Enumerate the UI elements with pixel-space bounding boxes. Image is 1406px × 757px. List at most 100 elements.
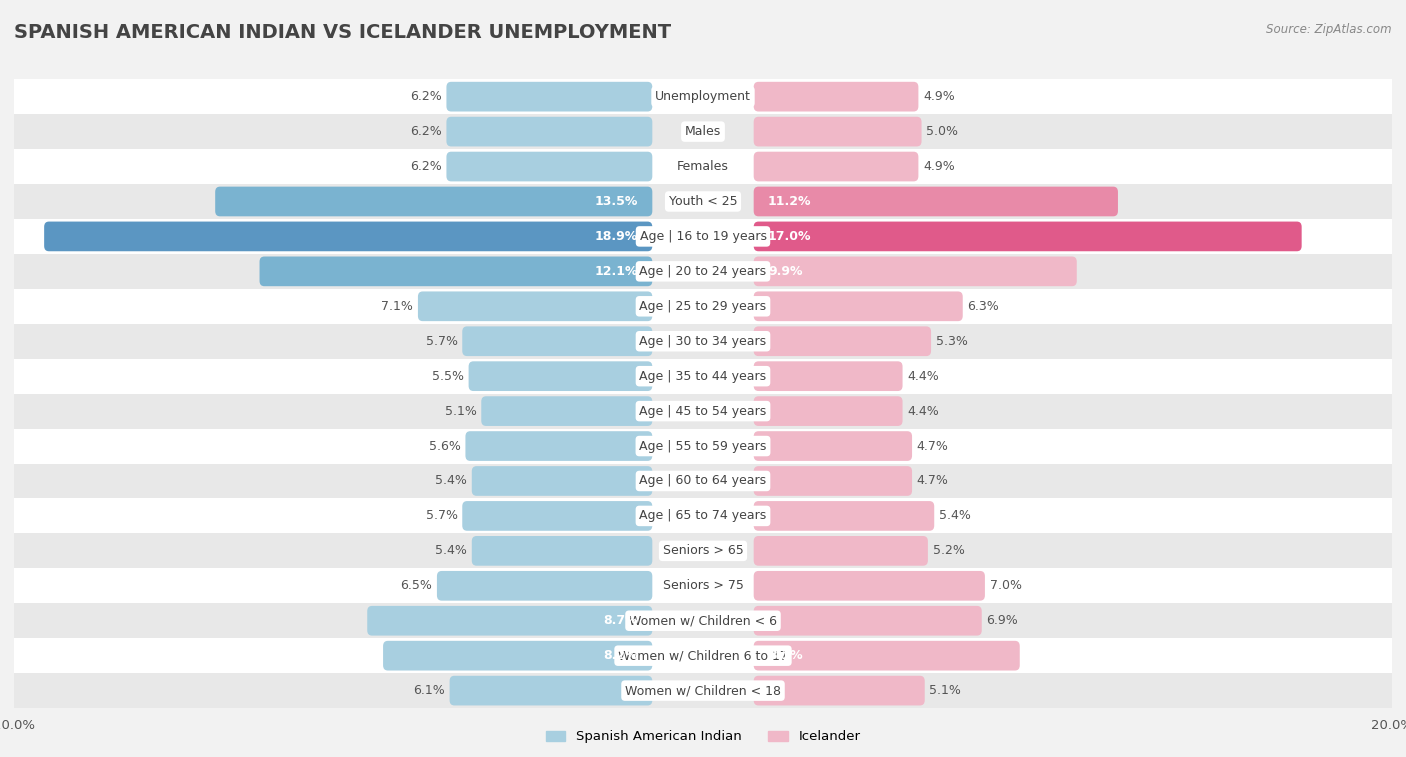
Text: Youth < 25: Youth < 25: [669, 195, 737, 208]
Text: 4.7%: 4.7%: [917, 440, 949, 453]
Text: Age | 60 to 64 years: Age | 60 to 64 years: [640, 475, 766, 488]
Text: 5.5%: 5.5%: [432, 369, 464, 383]
Text: Unemployment: Unemployment: [655, 90, 751, 103]
Bar: [14, 498, 1392, 534]
FancyBboxPatch shape: [418, 291, 652, 321]
FancyBboxPatch shape: [447, 151, 652, 182]
FancyBboxPatch shape: [437, 571, 652, 600]
FancyBboxPatch shape: [754, 536, 928, 565]
FancyBboxPatch shape: [754, 291, 963, 321]
FancyBboxPatch shape: [754, 676, 925, 706]
Text: 18.9%: 18.9%: [595, 230, 638, 243]
Text: 6.2%: 6.2%: [411, 90, 441, 103]
Text: 8.7%: 8.7%: [603, 614, 638, 628]
Text: Women w/ Children < 18: Women w/ Children < 18: [626, 684, 780, 697]
FancyBboxPatch shape: [754, 187, 1118, 217]
Bar: [14, 114, 1392, 149]
Text: 8.2%: 8.2%: [603, 650, 638, 662]
Text: Age | 16 to 19 years: Age | 16 to 19 years: [640, 230, 766, 243]
FancyBboxPatch shape: [754, 641, 1019, 671]
Bar: [14, 394, 1392, 428]
Text: 5.6%: 5.6%: [429, 440, 461, 453]
Text: 4.4%: 4.4%: [907, 369, 939, 383]
Bar: [14, 534, 1392, 569]
Text: 6.5%: 6.5%: [401, 579, 432, 592]
Bar: [14, 359, 1392, 394]
Text: 5.0%: 5.0%: [927, 125, 959, 138]
Text: 6.1%: 6.1%: [413, 684, 444, 697]
Text: Age | 25 to 29 years: Age | 25 to 29 years: [640, 300, 766, 313]
Bar: [14, 638, 1392, 673]
Text: 6.2%: 6.2%: [411, 125, 441, 138]
Legend: Spanish American Indian, Icelander: Spanish American Indian, Icelander: [546, 731, 860, 743]
FancyBboxPatch shape: [382, 641, 652, 671]
Text: 9.9%: 9.9%: [768, 265, 803, 278]
FancyBboxPatch shape: [468, 361, 652, 391]
Text: Women w/ Children < 6: Women w/ Children < 6: [628, 614, 778, 628]
Text: 7.1%: 7.1%: [381, 300, 413, 313]
FancyBboxPatch shape: [754, 257, 1077, 286]
Text: 5.4%: 5.4%: [939, 509, 972, 522]
Text: Age | 55 to 59 years: Age | 55 to 59 years: [640, 440, 766, 453]
FancyBboxPatch shape: [754, 431, 912, 461]
Text: 8.1%: 8.1%: [768, 650, 803, 662]
Text: 4.9%: 4.9%: [924, 160, 955, 173]
Text: Women w/ Children 6 to 17: Women w/ Children 6 to 17: [619, 650, 787, 662]
Text: 6.3%: 6.3%: [967, 300, 1000, 313]
FancyBboxPatch shape: [447, 117, 652, 146]
FancyBboxPatch shape: [463, 501, 652, 531]
Text: SPANISH AMERICAN INDIAN VS ICELANDER UNEMPLOYMENT: SPANISH AMERICAN INDIAN VS ICELANDER UNE…: [14, 23, 671, 42]
Text: Source: ZipAtlas.com: Source: ZipAtlas.com: [1267, 23, 1392, 36]
Text: Age | 35 to 44 years: Age | 35 to 44 years: [640, 369, 766, 383]
Text: 5.1%: 5.1%: [929, 684, 962, 697]
Text: 13.5%: 13.5%: [595, 195, 638, 208]
FancyBboxPatch shape: [472, 466, 652, 496]
FancyBboxPatch shape: [754, 222, 1302, 251]
FancyBboxPatch shape: [465, 431, 652, 461]
Text: Age | 30 to 34 years: Age | 30 to 34 years: [640, 335, 766, 347]
FancyBboxPatch shape: [754, 571, 986, 600]
FancyBboxPatch shape: [754, 501, 934, 531]
FancyBboxPatch shape: [754, 82, 918, 111]
FancyBboxPatch shape: [367, 606, 652, 636]
Bar: [14, 254, 1392, 289]
FancyBboxPatch shape: [215, 187, 652, 217]
Text: 4.7%: 4.7%: [917, 475, 949, 488]
FancyBboxPatch shape: [754, 117, 921, 146]
Text: 11.2%: 11.2%: [768, 195, 811, 208]
Bar: [14, 428, 1392, 463]
Text: 5.4%: 5.4%: [434, 544, 467, 557]
Text: 6.2%: 6.2%: [411, 160, 441, 173]
Text: Age | 65 to 74 years: Age | 65 to 74 years: [640, 509, 766, 522]
Bar: [14, 219, 1392, 254]
Text: 4.4%: 4.4%: [907, 404, 939, 418]
Text: 4.9%: 4.9%: [924, 90, 955, 103]
Text: 7.0%: 7.0%: [990, 579, 1022, 592]
Text: Females: Females: [678, 160, 728, 173]
Text: 12.1%: 12.1%: [595, 265, 638, 278]
Text: 5.1%: 5.1%: [444, 404, 477, 418]
FancyBboxPatch shape: [754, 396, 903, 426]
Bar: [14, 324, 1392, 359]
FancyBboxPatch shape: [754, 606, 981, 636]
Bar: [14, 79, 1392, 114]
Text: 5.4%: 5.4%: [434, 475, 467, 488]
Bar: [14, 673, 1392, 708]
Text: 5.7%: 5.7%: [426, 335, 457, 347]
Text: Age | 45 to 54 years: Age | 45 to 54 years: [640, 404, 766, 418]
Bar: [14, 569, 1392, 603]
Text: Males: Males: [685, 125, 721, 138]
Text: Age | 20 to 24 years: Age | 20 to 24 years: [640, 265, 766, 278]
Bar: [14, 289, 1392, 324]
FancyBboxPatch shape: [447, 82, 652, 111]
Text: 5.7%: 5.7%: [426, 509, 457, 522]
FancyBboxPatch shape: [463, 326, 652, 356]
Text: 6.9%: 6.9%: [987, 614, 1018, 628]
FancyBboxPatch shape: [754, 326, 931, 356]
Text: Seniors > 65: Seniors > 65: [662, 544, 744, 557]
Bar: [14, 149, 1392, 184]
FancyBboxPatch shape: [754, 361, 903, 391]
Bar: [14, 603, 1392, 638]
FancyBboxPatch shape: [754, 466, 912, 496]
Text: 5.3%: 5.3%: [936, 335, 967, 347]
